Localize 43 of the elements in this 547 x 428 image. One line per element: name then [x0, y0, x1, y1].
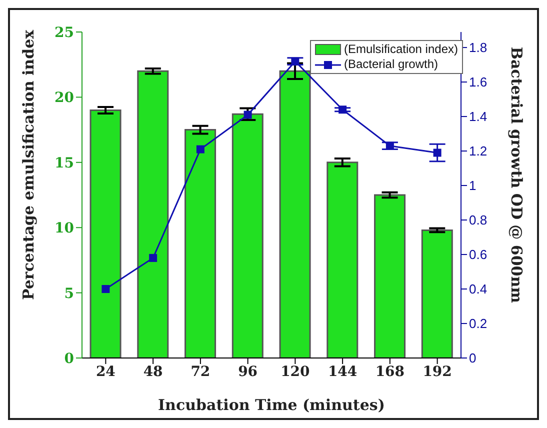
x-tick-label: 96	[238, 364, 258, 380]
bar	[374, 194, 406, 358]
y2-tick-label: 0.2	[469, 316, 488, 332]
x-tick-label: 192	[422, 364, 452, 380]
x-tick-label: 24	[96, 364, 116, 380]
y-tick-label: 10	[54, 220, 74, 237]
y2-axis-title: Bacterial growth OD @ 600nm	[508, 46, 526, 304]
y2-tick-label: 1.8	[469, 40, 488, 56]
point	[338, 106, 347, 114]
y-tick-label: 25	[54, 24, 74, 41]
x-tick-label: 48	[143, 364, 163, 380]
y-tick-label: 5	[64, 286, 74, 302]
y2-tick-label: 1.2	[469, 144, 488, 159]
y-tick-label: 15	[54, 155, 74, 172]
point	[102, 285, 110, 294]
legend-label: (Emulsification index)	[344, 42, 458, 57]
x-tick-label: 120	[280, 364, 310, 380]
y-axis-title: Percentage emulsification index	[19, 28, 38, 300]
point	[433, 148, 442, 157]
y2-tick-label: 0.4	[469, 282, 488, 297]
bar	[137, 70, 169, 358]
bar	[90, 109, 122, 358]
point	[149, 254, 158, 262]
bar	[279, 70, 311, 358]
y2-tick-label: 1	[469, 178, 476, 194]
y2-tick-label: 0.8	[469, 212, 488, 228]
x-tick-label: 144	[328, 364, 358, 380]
y2-tick-label: 1.6	[469, 74, 488, 90]
point	[244, 110, 252, 119]
x-tick-label: 168	[375, 364, 405, 380]
bar	[232, 113, 264, 358]
bar	[421, 229, 453, 358]
y-tick-label: 20	[54, 90, 74, 106]
bar	[184, 129, 216, 358]
y2-tick-label: 1.4	[469, 109, 488, 124]
point	[196, 145, 204, 154]
y-tick-label: 0	[64, 350, 74, 367]
x-tick-label: 72	[190, 364, 210, 380]
bar	[326, 162, 358, 358]
legend-label: (Bacterial growth)	[344, 57, 438, 72]
x-axis-title: Incubation Time (minutes)	[158, 396, 385, 414]
y2-tick-label: 0.6	[469, 247, 488, 262]
y2-tick-label: 0	[469, 350, 476, 366]
